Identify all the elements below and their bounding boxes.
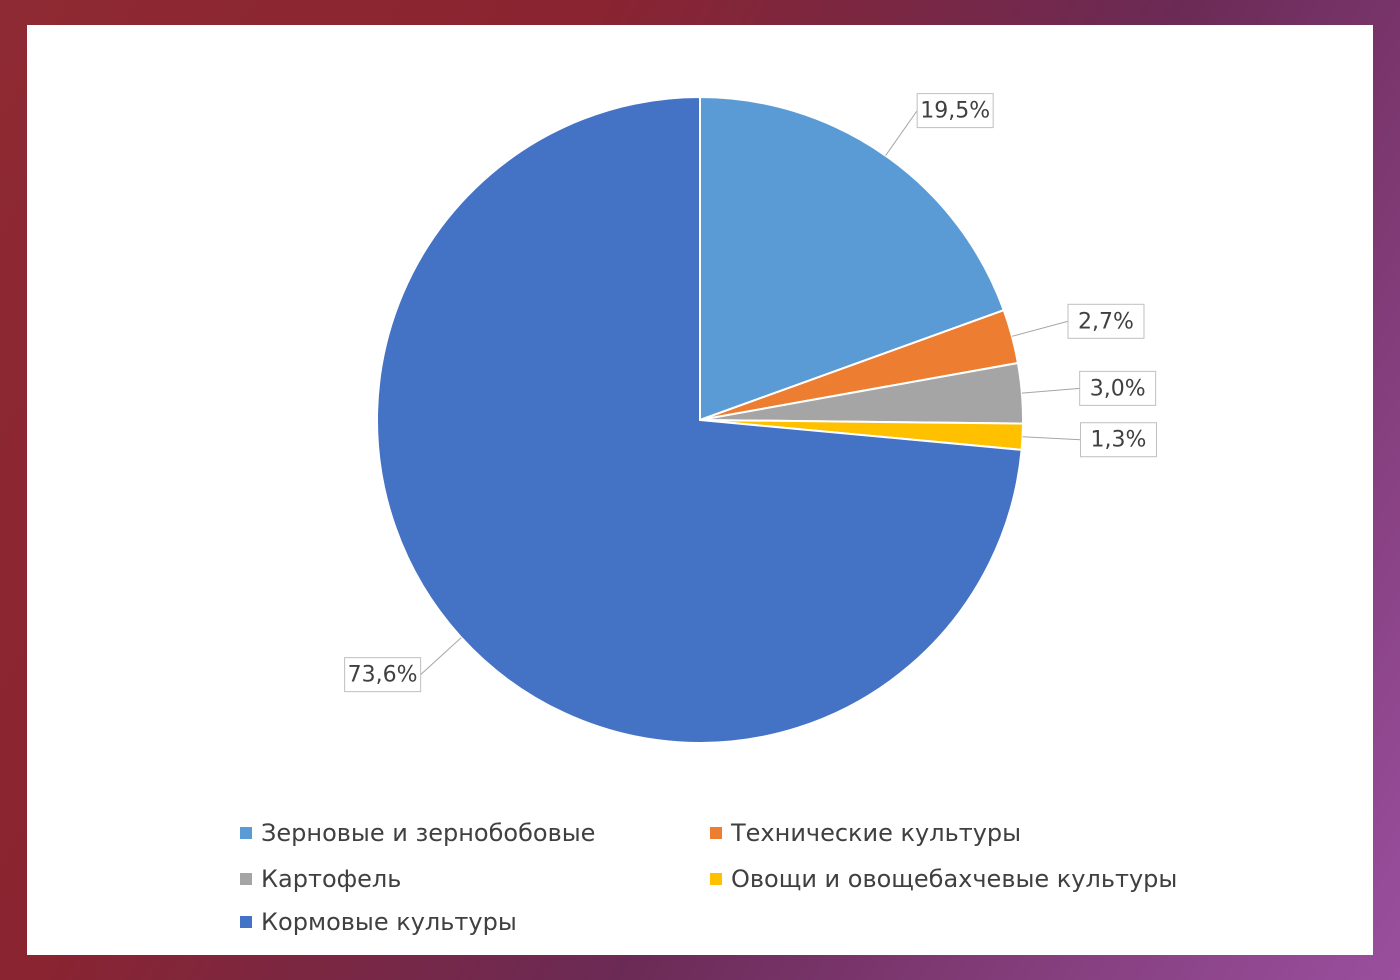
leader-line (420, 637, 462, 676)
label-box (1079, 422, 1157, 458)
label-box (344, 657, 422, 693)
legend-label: Картофель (261, 865, 401, 893)
leader-line (885, 110, 918, 156)
legend-swatch (710, 827, 722, 839)
data-label: 1,3% (1091, 428, 1147, 453)
legend-swatch (240, 916, 252, 928)
legend-label: Технические культуры (730, 819, 1021, 847)
label-box (916, 93, 994, 129)
label-box (1079, 370, 1157, 406)
legend-swatch (710, 873, 722, 885)
legend-swatch (240, 873, 252, 885)
data-label: 2,7% (1078, 309, 1134, 334)
legend-swatch (240, 827, 252, 839)
legend-label: Овощи и овощебахчевые культуры (731, 865, 1177, 893)
data-label: 19,5% (920, 99, 990, 124)
legend-label: Зерновые и зернобобовые (261, 819, 595, 847)
pie-slice (376, 95, 1023, 744)
pie-slice (699, 95, 1006, 422)
data-label: 73,6% (348, 663, 418, 688)
data-label: 3,0% (1090, 376, 1146, 401)
leader-line (1022, 436, 1081, 441)
legend-label: Кормовые культуры (261, 908, 517, 936)
leader-line (1021, 387, 1080, 394)
label-box (1067, 303, 1145, 339)
leader-line (1011, 320, 1069, 337)
